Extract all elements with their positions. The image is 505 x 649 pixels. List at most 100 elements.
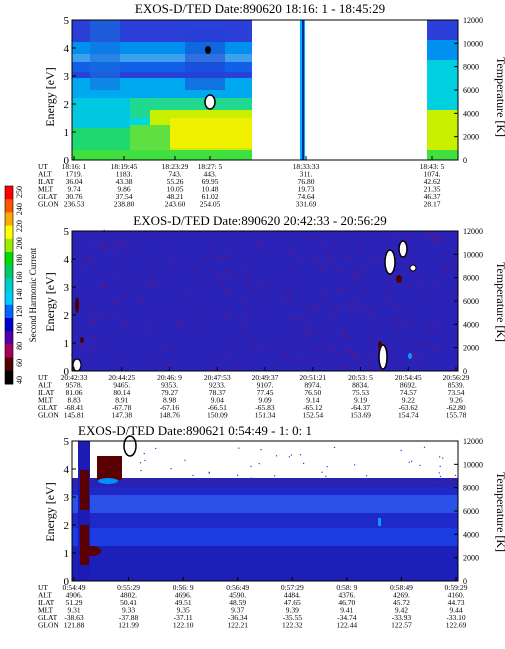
texture-stroke [440, 323, 445, 328]
y-tick-label: 2 [64, 99, 70, 111]
y-tick-label: 3 [64, 282, 70, 294]
colorbar-segment [5, 278, 13, 293]
texture-stroke [278, 292, 284, 295]
noise-dot [439, 475, 442, 478]
texture-stroke [222, 315, 229, 319]
texture-stroke [243, 313, 249, 319]
table-cell: 76.80 [298, 177, 315, 186]
table-cell: 153.69 [350, 411, 371, 420]
texture-stroke [224, 314, 230, 317]
texture-stroke [72, 245, 75, 251]
table-cell: 20:56:29 [443, 373, 470, 382]
texture-stroke [91, 310, 97, 315]
table-cell: 9233. [209, 381, 226, 390]
noise-dot [155, 447, 157, 450]
table-row-label: MLT [38, 396, 54, 405]
texture-stroke [245, 282, 250, 285]
y2-tick-label: 2000 [463, 344, 479, 353]
table-cell: 75.53 [352, 388, 369, 397]
texture-stroke [432, 283, 437, 288]
y2-tick-label: 8000 [463, 274, 479, 283]
texture-stroke [122, 357, 126, 361]
table-cell: 28.17 [424, 200, 441, 209]
texture-stroke [419, 238, 422, 241]
table-cell: 43.38 [116, 177, 133, 186]
table-cell: 151.34 [255, 411, 276, 420]
colorbar-segment [5, 357, 13, 372]
panel-3-ylabel: Energy [eV] [43, 482, 57, 541]
texture-stroke [431, 323, 437, 329]
texture-stroke [135, 243, 140, 246]
texture-stroke [114, 239, 123, 245]
texture-stroke [331, 313, 339, 317]
texture-stroke [227, 350, 233, 357]
texture-stroke [79, 343, 86, 348]
texture-stroke [440, 236, 445, 238]
colorbar-segment [5, 318, 13, 332]
y2-tick-label: 0 [463, 367, 467, 376]
texture-stroke [356, 246, 360, 251]
colorbar-segment [5, 344, 13, 359]
table-cell: 4906. [66, 591, 83, 600]
table-cell: 0:59:29 [445, 583, 468, 592]
table-cell: -38.63 [64, 613, 84, 622]
texture-stroke [261, 346, 266, 351]
texture-stroke [388, 275, 395, 279]
texture-stroke [357, 267, 366, 271]
table-cell: 9353. [161, 381, 178, 390]
y-tick-label: 3 [64, 492, 70, 504]
table-cell: -33.10 [446, 613, 466, 622]
texture-stroke [189, 270, 196, 273]
texture-stroke [343, 253, 350, 260]
noise-dot [140, 462, 142, 464]
table-cell: 238.80 [114, 200, 135, 209]
colorbar-tick-label: 160 [15, 271, 24, 283]
texture-stroke [288, 299, 293, 303]
table-cell: 9.22 [402, 396, 415, 405]
texture-stroke [244, 331, 247, 335]
y2-tick-label: 8000 [463, 484, 479, 493]
table-cell: -63.62 [399, 403, 419, 412]
noise-dot [237, 474, 239, 476]
table-cell: 46.70 [338, 598, 355, 607]
colorbar-tick-label: 180 [15, 254, 24, 266]
texture-stroke [433, 237, 439, 244]
texture-stroke [370, 257, 376, 261]
y-tick-label: 4 [64, 43, 70, 55]
table-cell: 51.29 [66, 598, 83, 607]
noise-dot [400, 449, 402, 452]
table-cell: 0:56:49 [226, 583, 249, 592]
table-cell: 42.62 [424, 177, 441, 186]
table-cell: 743. [168, 170, 181, 179]
texture-stroke [93, 293, 96, 296]
table-cell: -37.88 [119, 613, 139, 622]
noise-dot [170, 468, 172, 470]
table-cell: -65.83 [255, 403, 275, 412]
texture-stroke [376, 320, 380, 325]
texture-stroke [138, 299, 146, 306]
texture-stroke [344, 333, 352, 338]
noise-dot [275, 455, 278, 457]
table-cell: 147.38 [111, 411, 132, 420]
texture-stroke [341, 285, 344, 292]
panel-3-y2label: Temperature [K] [494, 472, 505, 552]
texture-stroke [427, 325, 433, 328]
noise-dot [250, 465, 252, 467]
texture-stroke [213, 270, 216, 276]
table-cell: 148.76 [159, 411, 180, 420]
table-row-label: ILAT [38, 177, 55, 186]
table-cell: 121.99 [118, 621, 139, 630]
table-cell: -67.16 [160, 403, 180, 412]
table-cell: 45.72 [393, 598, 410, 607]
colorbar-tick-label: 220 [15, 220, 24, 232]
y2-tick-label: 6000 [463, 507, 479, 516]
noise-dot [432, 481, 434, 484]
noise-dot [354, 464, 356, 466]
panel-1-y2label: Temperature [K] [494, 57, 505, 137]
colorbar-segment [5, 265, 13, 279]
texture-stroke [454, 258, 457, 263]
texture-stroke [319, 266, 326, 272]
colorbar-segment [5, 212, 13, 227]
texture-stroke [171, 262, 176, 265]
texture-stroke [414, 344, 418, 348]
